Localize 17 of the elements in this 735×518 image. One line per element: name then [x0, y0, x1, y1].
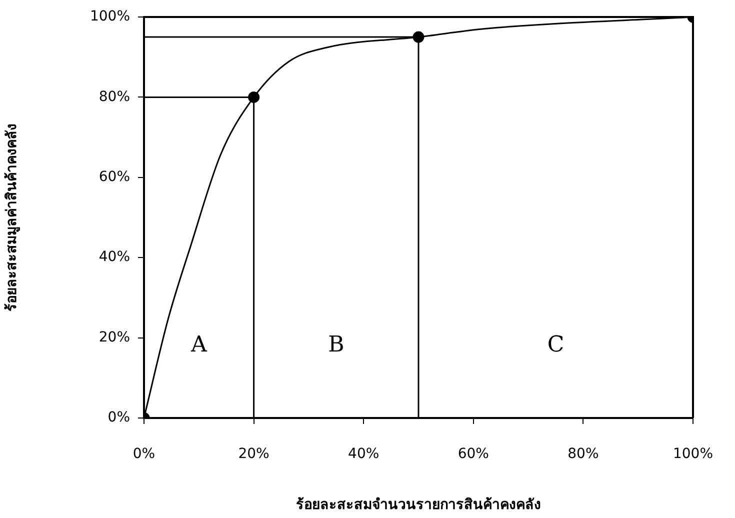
x-tick-label: 0%: [132, 446, 156, 462]
x-tick-label: 60%: [458, 446, 489, 462]
y-tick-label: 80%: [98, 88, 130, 105]
annotation: B: [328, 332, 344, 358]
x-axis-title: ร้อยละสะสมจำนวนรายการสินค้าคงคลัง: [296, 497, 541, 514]
annotation: C: [547, 332, 564, 358]
y-tick-label: 60%: [98, 169, 130, 186]
y-tick-label: 40%: [98, 249, 130, 266]
y-tick-label: 20%: [98, 329, 130, 346]
y-axis-title: ร้อยละสะสมมูลค่าสินค้าคงคลัง: [4, 124, 20, 312]
annotation: A: [190, 332, 208, 358]
y-tick-label: 0%: [108, 410, 130, 426]
x-tick-label: 40%: [348, 446, 380, 462]
x-tick-label: 20%: [238, 446, 270, 462]
x-tick-label: 80%: [568, 446, 599, 462]
x-tick-label: 100%: [672, 446, 714, 462]
y-tick-label: 100%: [90, 8, 130, 25]
